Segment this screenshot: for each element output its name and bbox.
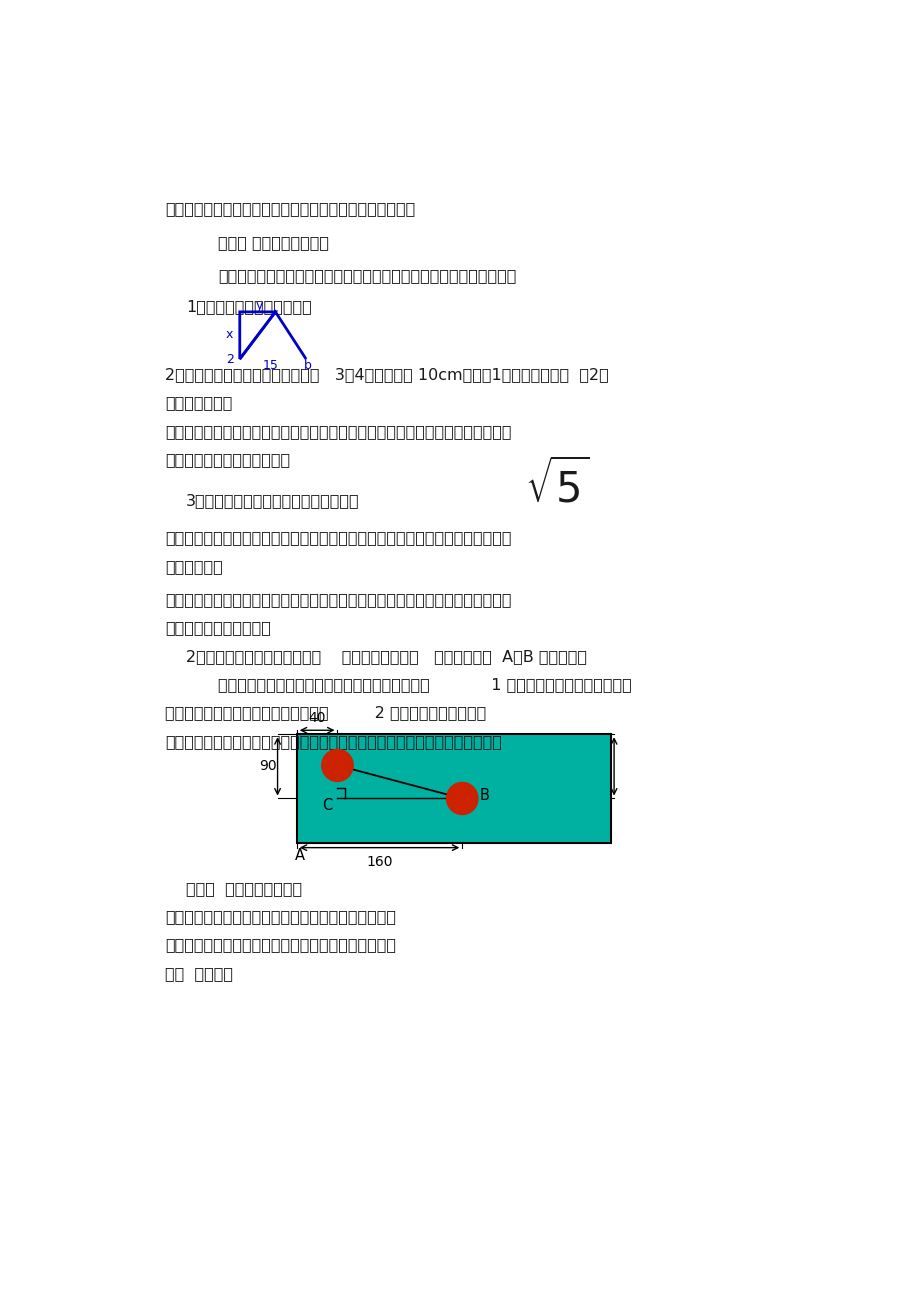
Text: 总结理清知识脉络，强化重点，内化知识，培养能力。: 总结理清知识脉络，强化重点，内化知识，培养能力。 — [165, 909, 395, 924]
Text: 1、求下列用字母表示的边长: 1、求下列用字母表示的边长 — [186, 298, 312, 314]
Text: 2、如图：是一个长方形零件图    ，根据所给的尺寸   ，求两孔中心  A、B 之间的距离: 2、如图：是一个长方形零件图 ，根据所给的尺寸 ，求两孔中心 A、B 之间的距离 — [186, 649, 586, 665]
Text: $\sqrt{5}$: $\sqrt{5}$ — [525, 460, 588, 511]
Text: 以上两题难度值较小，可以让大部分的学生体验到成功的喜悦。同时体现了方程思: 以上两题难度值较小，可以让大部分的学生体验到成功的喜悦。同时体现了方程思 — [165, 425, 511, 439]
Text: x: x — [226, 328, 233, 341]
Text: 学生领悟了勾股定理的奥妙，便想小试身手了。于是给出了以下题目：: 学生领悟了勾股定理的奥妙，便想小试身手了。于是给出了以下题目： — [218, 267, 516, 283]
Text: 四、  设计说明: 四、 设计说明 — [165, 966, 233, 981]
Ellipse shape — [446, 782, 477, 814]
Text: 90: 90 — [259, 760, 277, 774]
Bar — [297, 735, 610, 843]
Text: 水面平齐，已知红莲移动的水平距离是         2 尺问这里水深是多少？: 水面平齐，已知红莲移动的水平距离是 2 尺问这里水深是多少？ — [165, 705, 485, 721]
Text: y: y — [255, 300, 263, 313]
Text: 斜边上的高线长: 斜边上的高线长 — [165, 395, 232, 410]
Text: 2: 2 — [225, 353, 233, 366]
Text: 15: 15 — [262, 358, 278, 371]
Text: （四） 应用知识回归生活: （四） 应用知识回归生活 — [218, 235, 329, 250]
Text: C: C — [323, 797, 333, 813]
Text: A: A — [295, 848, 305, 863]
Text: 思考题：在平静的湖面上，有一支红莲，高出水面            1 尺红莲被风一吹，花朵刚好与: 思考题：在平静的湖面上，有一支红莲，高出水面 1 尺红莲被风一吹，花朵刚好与 — [218, 678, 631, 692]
Text: 想及利用面积法解题的思路。: 想及利用面积法解题的思路。 — [165, 452, 289, 468]
Text: 3、利用作直角三角形，在数轴上表示点: 3、利用作直角三角形，在数轴上表示点 — [186, 494, 359, 508]
Text: 再给出以上两题进一步体会勾股定理在实际生活中的应用，还渗透了方程思想。: 再给出以上两题进一步体会勾股定理在实际生活中的应用，还渗透了方程思想。 — [165, 735, 501, 749]
Text: b: b — [304, 358, 312, 371]
Text: B: B — [480, 788, 490, 803]
Text: 括展学生的知识面，激发学习兴趣，并进行爱国主义教育。: 括展学生的知识面，激发学习兴趣，并进行爱国主义教育。 — [165, 202, 414, 216]
Text: 而这题强化了学生对勾股定理的理解，促进了知识的迁移、深化、巩固，进一步完: 而这题强化了学生对勾股定理的理解，促进了知识的迁移、深化、巩固，进一步完 — [165, 530, 511, 546]
Text: 回归生活，为生活服务。: 回归生活，为生活服务。 — [165, 620, 270, 635]
Text: 160: 160 — [366, 855, 392, 869]
Text: 作业的设计采用分层的形式面向全体，注重个性差异。: 作业的设计采用分层的形式面向全体，注重个性差异。 — [165, 937, 395, 952]
Text: 而后解决导入时候提出的问题。前后呼应，学生从中体会到数学来源于生活同时又: 而后解决导入时候提出的问题。前后呼应，学生从中体会到数学来源于生活同时又 — [165, 592, 511, 607]
Ellipse shape — [322, 749, 353, 782]
Text: （五）  总结反思布置作业: （五） 总结反思布置作业 — [186, 881, 302, 895]
Text: 善知识结构。: 善知识结构。 — [165, 559, 222, 573]
Text: 2、直角三角形中两条直角边之比为   3：4，且斜边为 10cm，求（1）两直角边的长  （2）: 2、直角三角形中两条直角边之比为 3：4，且斜边为 10cm，求（1）两直角边的… — [165, 367, 608, 382]
Text: 40: 40 — [309, 711, 326, 726]
